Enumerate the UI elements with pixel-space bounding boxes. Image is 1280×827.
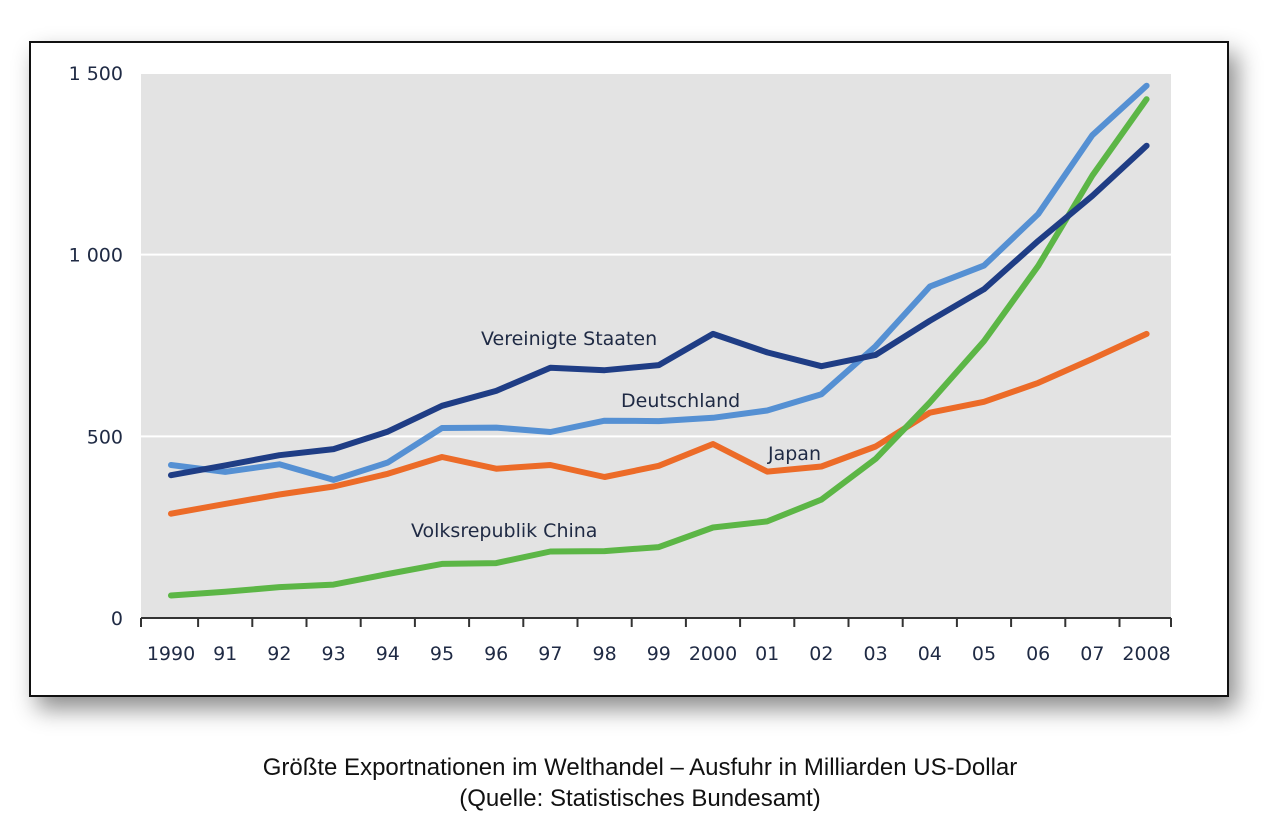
x-tick-label: 91 [213, 643, 237, 665]
x-tick-label: 05 [972, 643, 996, 665]
x-tick-label: 97 [538, 643, 562, 665]
x-tick-label: 99 [647, 643, 671, 665]
y-tick-label: 0 [111, 608, 123, 630]
x-tick-label: 07 [1080, 643, 1104, 665]
chart-source: (Quelle: Statistisches Bundesamt) [459, 785, 821, 812]
x-tick-label: 1990 [147, 643, 195, 665]
chart-caption: Größte Exportnationen im Welthandel – Au… [0, 752, 1280, 814]
chart-frame: 0 500 1 000 1 500 1990 91 92 93 94 95 96 97 98 99 200… [29, 41, 1229, 697]
series-label: Vereinigte Staaten [481, 328, 657, 350]
x-tick-label: 03 [864, 643, 888, 665]
series-labels: Vereinigte Staaten Deutschland Japan Volksr… [411, 328, 821, 542]
y-tick-label: 1 000 [69, 245, 123, 267]
x-tick-label: 98 [593, 643, 617, 665]
x-tick-label: 96 [484, 643, 508, 665]
x-tick-label: 92 [267, 643, 291, 665]
x-tick-label: 95 [430, 643, 454, 665]
x-tick-label: 02 [809, 643, 833, 665]
x-tick-label: 93 [322, 643, 346, 665]
series-label: Japan [767, 443, 821, 465]
x-tick-label: 06 [1026, 643, 1050, 665]
x-tick-label: 2008 [1122, 643, 1170, 665]
series-line-vereinigte-staaten [168, 142, 1150, 479]
plot-area [141, 73, 1171, 618]
x-tick-label: 2000 [689, 643, 737, 665]
series-lines [168, 82, 1150, 599]
x-tick-label: 04 [918, 643, 942, 665]
y-tick-label: 500 [87, 426, 123, 448]
x-tick-label: 94 [376, 643, 400, 665]
series-label: Deutschland [621, 390, 740, 412]
chart-title: Größte Exportnationen im Welthandel – Au… [262, 754, 1018, 781]
series-line-japan [168, 330, 1150, 517]
x-tick-label: 01 [755, 643, 779, 665]
plot-background [141, 73, 1171, 618]
line-chart: 0 500 1 000 1 500 1990 91 92 93 94 95 96 97 98 99 200… [69, 63, 1172, 665]
series-line-volksrepublik-china [168, 96, 1150, 599]
y-axis-labels: 0 500 1 000 1 500 [69, 63, 123, 630]
y-tick-label: 1 500 [69, 63, 123, 85]
series-line-deutschland [168, 82, 1150, 483]
series-label: Volksrepublik China [411, 520, 597, 542]
x-axis-labels: 1990 91 92 93 94 95 96 97 98 99 2000 01 02 03 04 05 06 07… [147, 643, 1171, 665]
x-axis [140, 617, 1172, 627]
